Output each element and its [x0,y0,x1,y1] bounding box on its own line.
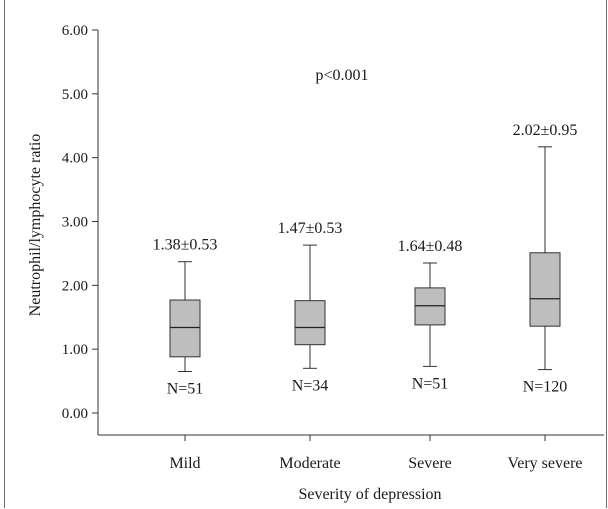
n-label: N=51 [412,375,449,392]
box-iqr [294,300,326,346]
y-axis-label: Neutrophil/lymphocyte ratio [27,134,44,317]
box-group-severe [414,262,446,441]
box-group-very-severe [529,146,561,441]
y-tick-label: 3.00 [62,215,88,231]
x-tick-label: Mild [169,455,200,472]
y-tick-label: 1.00 [62,342,88,358]
n-label: N=34 [292,377,329,394]
p-value-annotation: p<0.001 [315,67,368,84]
box-iqr [169,299,201,358]
n-label: N=51 [167,381,204,398]
y-tick-label: 6.00 [62,23,88,39]
x-axis-label: Severity of depression [298,486,441,503]
x-tick-label: Very severe [507,455,582,472]
mean-sd-label: 1.38±0.53 [153,237,218,254]
box-group-mild [169,261,201,441]
n-label: N=120 [523,379,568,396]
mean-sd-label: 1.64±0.48 [398,238,463,255]
box-iqr [529,252,561,327]
mean-sd-label: 2.02±0.95 [513,122,578,139]
figure-frame [4,0,607,508]
y-tick-label: 4.00 [62,151,88,167]
mean-sd-label: 1.47±0.53 [278,220,343,237]
y-ticks: 0.00 1.00 2.00 3.00 4.00 5.00 6.00 [62,23,98,422]
axes [97,30,604,436]
box-group-moderate [294,244,326,441]
y-tick-label: 5.00 [62,87,88,103]
y-tick-label: 0.00 [62,406,88,422]
data-labels: Mild 1.38±0.53 N=51 Moderate 1.47±0.53 N=34 Se… [153,122,583,472]
boxes [169,146,561,441]
x-tick-label: Severe [408,455,452,472]
x-tick-label: Moderate [279,455,340,472]
y-tick-label: 2.00 [62,278,88,294]
